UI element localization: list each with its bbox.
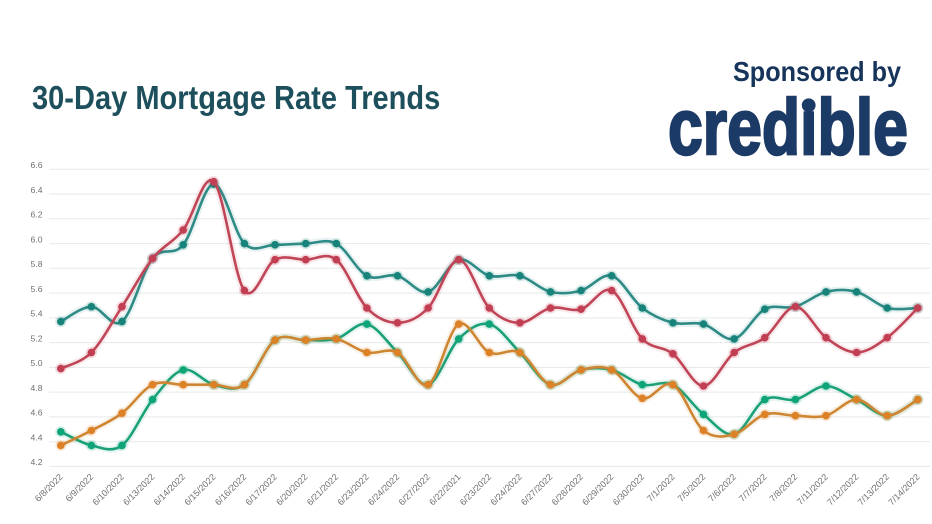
svg-text:4.8: 4.8 bbox=[31, 383, 43, 393]
svg-text:5.8: 5.8 bbox=[31, 259, 43, 269]
svg-text:6/29/2022: 6/29/2022 bbox=[580, 472, 615, 507]
svg-text:6/20/2022: 6/20/2022 bbox=[274, 472, 309, 507]
svg-text:6/10/2022: 6/10/2022 bbox=[91, 472, 126, 507]
svg-text:6/16/2022: 6/16/2022 bbox=[213, 472, 248, 507]
svg-text:6/15/2022: 6/15/2022 bbox=[182, 472, 217, 507]
svg-text:6/14/2022: 6/14/2022 bbox=[152, 472, 187, 507]
svg-text:6/17/2022: 6/17/2022 bbox=[244, 472, 279, 507]
svg-text:6/27/2022: 6/27/2022 bbox=[397, 472, 432, 507]
svg-text:4.4: 4.4 bbox=[31, 433, 43, 443]
svg-text:5.4: 5.4 bbox=[31, 309, 43, 319]
svg-text:6.2: 6.2 bbox=[31, 210, 43, 220]
svg-text:6.4: 6.4 bbox=[31, 185, 43, 195]
svg-text:6/24/2022: 6/24/2022 bbox=[488, 472, 523, 507]
svg-text:6/13/2022: 6/13/2022 bbox=[121, 472, 156, 507]
svg-text:7/12/2022: 7/12/2022 bbox=[825, 472, 860, 507]
svg-text:4.6: 4.6 bbox=[31, 408, 43, 418]
svg-text:7/14/2022: 7/14/2022 bbox=[886, 472, 921, 507]
svg-text:6/21/2022: 6/21/2022 bbox=[305, 472, 340, 507]
svg-text:4.2: 4.2 bbox=[31, 457, 43, 467]
svg-text:6/23/2022: 6/23/2022 bbox=[458, 472, 493, 507]
svg-text:7/1/2022: 7/1/2022 bbox=[645, 472, 677, 504]
svg-text:6/27/2022: 6/27/2022 bbox=[519, 472, 554, 507]
svg-text:7/5/2022: 7/5/2022 bbox=[676, 472, 708, 504]
svg-text:6/8/2022: 6/8/2022 bbox=[33, 472, 65, 504]
svg-text:6.6: 6.6 bbox=[31, 160, 43, 170]
svg-text:7/13/2022: 7/13/2022 bbox=[856, 472, 891, 507]
svg-text:5.6: 5.6 bbox=[31, 284, 43, 294]
svg-text:credible: credible bbox=[668, 83, 908, 172]
svg-text:6/24/2022: 6/24/2022 bbox=[366, 472, 401, 507]
svg-text:7/7/2022: 7/7/2022 bbox=[737, 472, 769, 504]
svg-text:6/28/2022: 6/28/2022 bbox=[550, 472, 585, 507]
svg-text:6/30/2022: 6/30/2022 bbox=[611, 472, 646, 507]
svg-text:6/23/2022: 6/23/2022 bbox=[335, 472, 370, 507]
svg-text:5.2: 5.2 bbox=[31, 333, 43, 343]
svg-text:6/22/2021: 6/22/2021 bbox=[427, 472, 462, 507]
svg-text:6.0: 6.0 bbox=[31, 234, 43, 244]
svg-text:5.0: 5.0 bbox=[31, 358, 43, 368]
svg-text:7/11/2022: 7/11/2022 bbox=[795, 472, 830, 507]
svg-text:7/6/2022: 7/6/2022 bbox=[706, 472, 738, 504]
